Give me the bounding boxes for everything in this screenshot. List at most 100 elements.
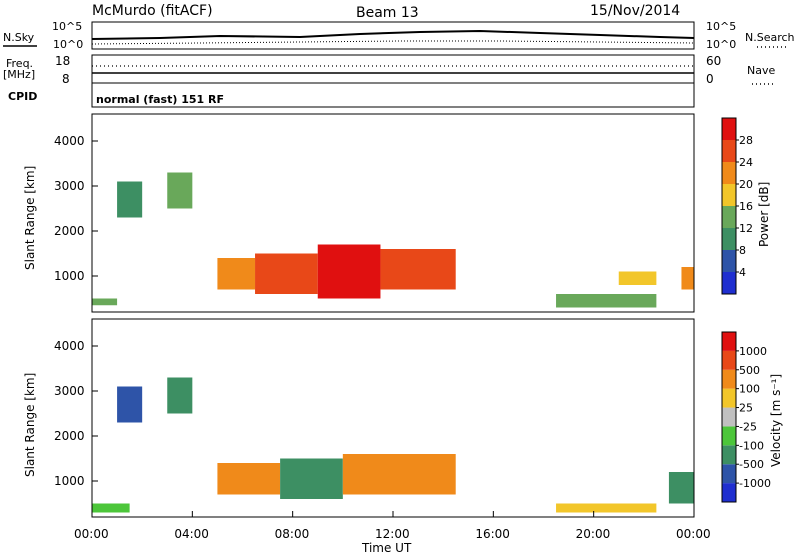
power-band-2 [167, 172, 193, 209]
nsky-tick-top: 10^5 [52, 20, 82, 33]
power-ytick-label-2: 3000 [54, 179, 85, 193]
time-axis: 00:00 04:00 08:00 12:00 16:00 20:00 00:00 [74, 511, 711, 541]
time-tick-label-2: 08:00 [275, 527, 310, 541]
velocity-colorbar-swatch-0 [722, 483, 736, 502]
time-tick-label-3: 12:00 [375, 527, 410, 541]
velocity-colorbar-swatch-6 [722, 369, 736, 389]
power-colorbar-swatch-1 [722, 250, 736, 272]
power-heatmap [92, 172, 694, 308]
power-band-5 [317, 244, 381, 299]
velocity-colorbar-tick-label-6: -500 [739, 458, 764, 471]
velocity-colorbar-frame [721, 331, 737, 503]
power-band-0 [92, 298, 118, 306]
velocity-ytick-label-2: 3000 [54, 384, 85, 398]
nsearch-tick-bottom: 10^0 [706, 38, 736, 51]
time-tick-label-6: 00:00 [676, 527, 711, 541]
nsearch-tick-top: 10^5 [706, 20, 736, 33]
velocity-band-4 [280, 458, 343, 499]
cpid-panel: CPID normal (fast) 151 RF [8, 82, 695, 108]
power-colorbar-tick-label-0: 4 [739, 266, 746, 279]
freq-tick-top: 18 [55, 54, 70, 68]
power-colorbar-swatch-3 [722, 206, 736, 228]
time-tick-label-1: 04:00 [174, 527, 209, 541]
time-axis-label: Time UT [361, 541, 412, 554]
time-tick-label-4: 16:00 [475, 527, 510, 541]
nsearch-line [91, 40, 695, 45]
beam-title: Beam 13 [356, 5, 419, 21]
power-panel: Slant Range [km] 1000 2000 3000 4000 4 8 12 16… [23, 113, 771, 313]
power-band-9 [681, 267, 694, 290]
power-colorbar-tick-label-5: 24 [739, 156, 753, 169]
nave-tick-top: 60 [706, 54, 721, 68]
velocity-ytick-label-3: 4000 [54, 339, 85, 353]
power-ylabel: Slant Range [km] [23, 166, 37, 270]
power-colorbar-swatch-2 [722, 228, 736, 250]
cpid-label: CPID [8, 90, 37, 103]
power-colorbar-swatch-0 [722, 272, 736, 294]
velocity-panel: Slant Range [km] 1000 2000 3000 4000 1000 50… [23, 318, 783, 518]
velocity-heatmap [92, 377, 694, 513]
power-band-7 [556, 294, 657, 308]
velocity-colorbar-swatch-7 [722, 350, 736, 370]
power-colorbar-tick-label-4: 20 [739, 178, 753, 191]
power-ytick-label-3: 4000 [54, 134, 85, 148]
power-colorbar-swatch-5 [722, 162, 736, 184]
power-colorbar-tick-label-2: 12 [739, 222, 753, 235]
power-colorbar-swatch-6 [722, 140, 736, 162]
cpid-value: normal (fast) 151 RF [96, 93, 224, 106]
velocity-colorbar-swatch-8 [722, 332, 736, 351]
velocity-colorbar-swatch-2 [722, 445, 736, 465]
date-title: 15/Nov/2014 [590, 3, 680, 19]
power-ytick-label-0: 1000 [54, 269, 85, 283]
freq-label-unit: [MHz] [3, 68, 35, 81]
velocity-colorbar-swatch-5 [722, 388, 736, 408]
nave-tick-bottom: 0 [706, 72, 714, 86]
velocity-colorbar-tick-label-7: -1000 [739, 477, 771, 490]
velocity-ytick-label-1: 2000 [54, 429, 85, 443]
velocity-colorbar-tick-label-0: 1000 [739, 345, 767, 358]
velocity-colorbar-tick-label-3: 25 [739, 402, 753, 415]
velocity-band-0 [92, 503, 130, 513]
velocity-colorbar-tick-label-4: -25 [739, 420, 757, 433]
velocity-band-1 [117, 386, 143, 423]
velocity-band-6 [556, 503, 657, 513]
nsky-tick-bottom: 10^0 [53, 38, 83, 51]
velocity-band-3 [217, 463, 281, 495]
nsearch-label: N.Search [745, 31, 795, 44]
nsky-line [91, 29, 695, 40]
freq-tick-bottom: 8 [62, 72, 70, 86]
velocity-ylabel: Slant Range [km] [23, 373, 37, 477]
power-colorbar-swatch-7 [722, 118, 736, 140]
nsky-label: N.Sky [3, 31, 35, 44]
power-band-8 [618, 271, 657, 285]
freq-label-top: Freq. [6, 57, 33, 70]
velocity-colorbar-label: Velocity [m s⁻¹] [769, 374, 783, 467]
velocity-colorbar-swatch-1 [722, 464, 736, 484]
nave-label: Nave [747, 64, 775, 77]
velocity-band-7 [668, 472, 694, 504]
velocity-colorbar-swatch-3 [722, 426, 736, 446]
velocity-colorbar-tick-label-5: -100 [739, 439, 764, 452]
power-band-3 [217, 258, 256, 290]
velocity-colorbar: 1000 500 100 25 -25 -100 -500 -1000 [721, 331, 771, 503]
power-colorbar-label: Power [dB] [757, 182, 771, 247]
power-colorbar-tick-label-3: 16 [739, 200, 753, 213]
velocity-colorbar-swatch-4 [722, 407, 736, 427]
power-band-6 [380, 249, 456, 290]
time-tick-label-5: 20:00 [576, 527, 611, 541]
velocity-band-2 [167, 377, 193, 414]
velocity-ytick-label-0: 1000 [54, 474, 85, 488]
nsky-panel: N.Sky 10^5 10^0 10^5 10^0 N.Search [3, 20, 795, 51]
velocity-colorbar-tick-label-1: 500 [739, 364, 760, 377]
power-colorbar: 4 8 12 16 20 24 28 [721, 117, 753, 295]
velocity-band-5 [342, 454, 456, 495]
station-title: McMurdo (fitACF) [92, 3, 213, 19]
time-tick-label-0: 00:00 [74, 527, 109, 541]
power-colorbar-swatch-4 [722, 184, 736, 206]
power-band-4 [255, 253, 318, 294]
power-colorbar-tick-label-1: 8 [739, 244, 746, 257]
power-band-1 [117, 181, 143, 218]
freq-panel: Freq. [MHz] 18 8 60 0 Nave [3, 54, 775, 86]
power-colorbar-tick-label-6: 28 [739, 134, 753, 147]
